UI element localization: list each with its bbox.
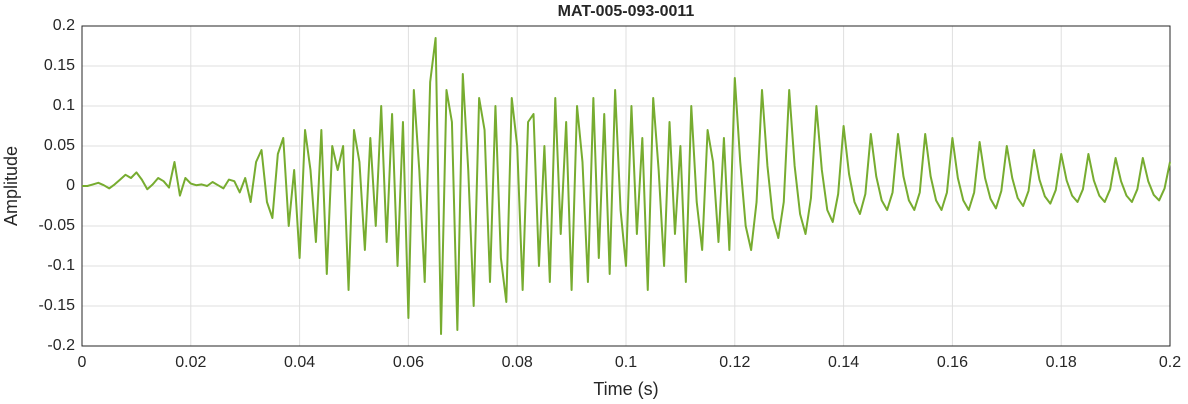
x-tick-label: 0.06	[393, 354, 424, 371]
x-tick-label: 0.14	[828, 354, 859, 371]
x-tick-label: 0.04	[284, 354, 315, 371]
y-axis-label: Amplitude	[1, 146, 21, 226]
x-tick-label: 0	[78, 354, 87, 371]
x-tick-label: 0.12	[719, 354, 750, 371]
y-tick-label: -0.05	[39, 217, 76, 234]
y-tick-label: -0.1	[47, 257, 75, 274]
y-tick-label: 0.05	[44, 137, 75, 154]
y-tick-label: 0.2	[53, 17, 75, 34]
y-tick-label: 0	[66, 177, 75, 194]
y-tick-label: 0.15	[44, 57, 75, 74]
chart-title: MAT-005-093-0011	[558, 3, 695, 20]
x-tick-label: 0.02	[175, 354, 206, 371]
x-tick-label: 0.2	[1159, 354, 1181, 371]
waveform-line	[82, 37, 1171, 335]
x-tick-label: 0.1	[615, 354, 637, 371]
x-tick-label: 0.18	[1046, 354, 1077, 371]
x-tick-label: 0.16	[937, 354, 968, 371]
y-tick-label: -0.2	[47, 337, 75, 354]
y-tick-label: -0.15	[39, 297, 76, 314]
y-tick-label: 0.1	[53, 97, 75, 114]
x-tick-label: 0.08	[502, 354, 533, 371]
x-axis-label: Time (s)	[593, 379, 658, 399]
